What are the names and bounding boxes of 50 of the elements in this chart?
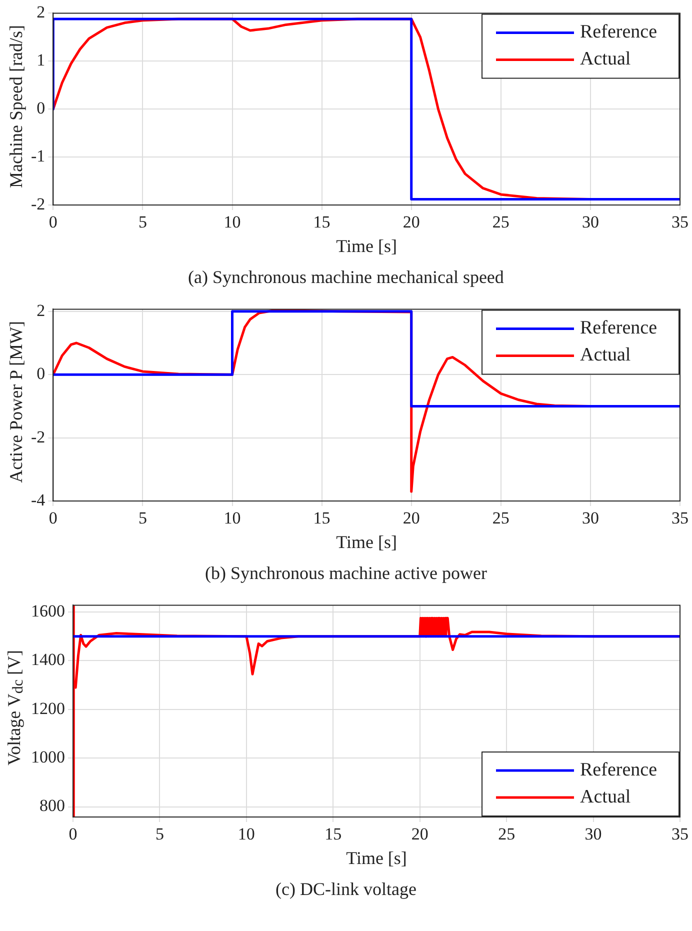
y-axis-title: Machine Speed [rad/s]	[6, 24, 26, 188]
y-tick-label: 2	[36, 2, 46, 22]
x-tick-label: 30	[582, 508, 599, 528]
text: (b) Synchronous machine active power	[204, 562, 488, 585]
x-tick-label: 5	[155, 824, 164, 844]
text: (c) DC-link voltage	[274, 878, 418, 901]
y-tick-label: -4	[30, 490, 46, 510]
x-axis-title: Time [s]	[336, 236, 398, 256]
x-tick-label: 10	[224, 212, 241, 232]
y-tick-label: 1600	[31, 601, 65, 620]
y-tick-label: 0	[36, 98, 46, 118]
y-tick-label: 800	[40, 796, 65, 816]
x-tick-label: 15	[313, 508, 330, 528]
legend-label: Reference	[580, 318, 658, 339]
y-tick-label: 1	[36, 50, 46, 70]
x-tick-label: 0	[68, 824, 78, 844]
x-tick-label: 15	[313, 212, 330, 232]
y-axis-title: Active Power P [MW]	[6, 321, 26, 483]
x-tick-label: 20	[411, 824, 428, 844]
y-tick-label: -2	[30, 427, 46, 446]
x-tick-label: 5	[138, 212, 147, 232]
x-axis-title: Time [s]	[336, 532, 398, 552]
x-tick-label: 25	[492, 212, 510, 232]
y-tick-label: -1	[30, 146, 46, 166]
x-tick-label: 35	[672, 212, 688, 232]
legend-label: Actual	[580, 48, 631, 70]
x-tick-label: 30	[584, 824, 602, 844]
x-tick-label: 20	[402, 508, 420, 528]
legend-label: Actual	[580, 344, 631, 366]
x-tick-label: 25	[498, 824, 516, 844]
x-tick-label: 10	[238, 824, 255, 844]
x-tick-label: 20	[402, 212, 420, 232]
x-tick-label: 35	[672, 508, 688, 528]
x-tick-label: 25	[492, 508, 510, 528]
y-tick-label: -2	[30, 194, 46, 214]
y-tick-label: 1200	[31, 698, 65, 718]
y-tick-label: 1400	[31, 650, 65, 670]
y-tick-label: 2	[36, 300, 46, 320]
y-tick-label: 1000	[31, 748, 65, 767]
x-tick-label: 10	[224, 508, 241, 528]
legend-label: Reference	[580, 22, 658, 43]
legend-label: Actual	[580, 786, 631, 808]
x-tick-label: 35	[672, 824, 688, 844]
x-tick-label: 5	[138, 508, 147, 528]
x-axis-title: Time [s]	[346, 848, 407, 868]
x-tick-label: 30	[582, 212, 599, 232]
text: (a) Synchronous machine mechanical speed	[187, 266, 505, 289]
legend-label: Reference	[580, 759, 658, 780]
x-tick-label: 15	[324, 824, 342, 844]
y-tick-label: 0	[36, 364, 46, 384]
